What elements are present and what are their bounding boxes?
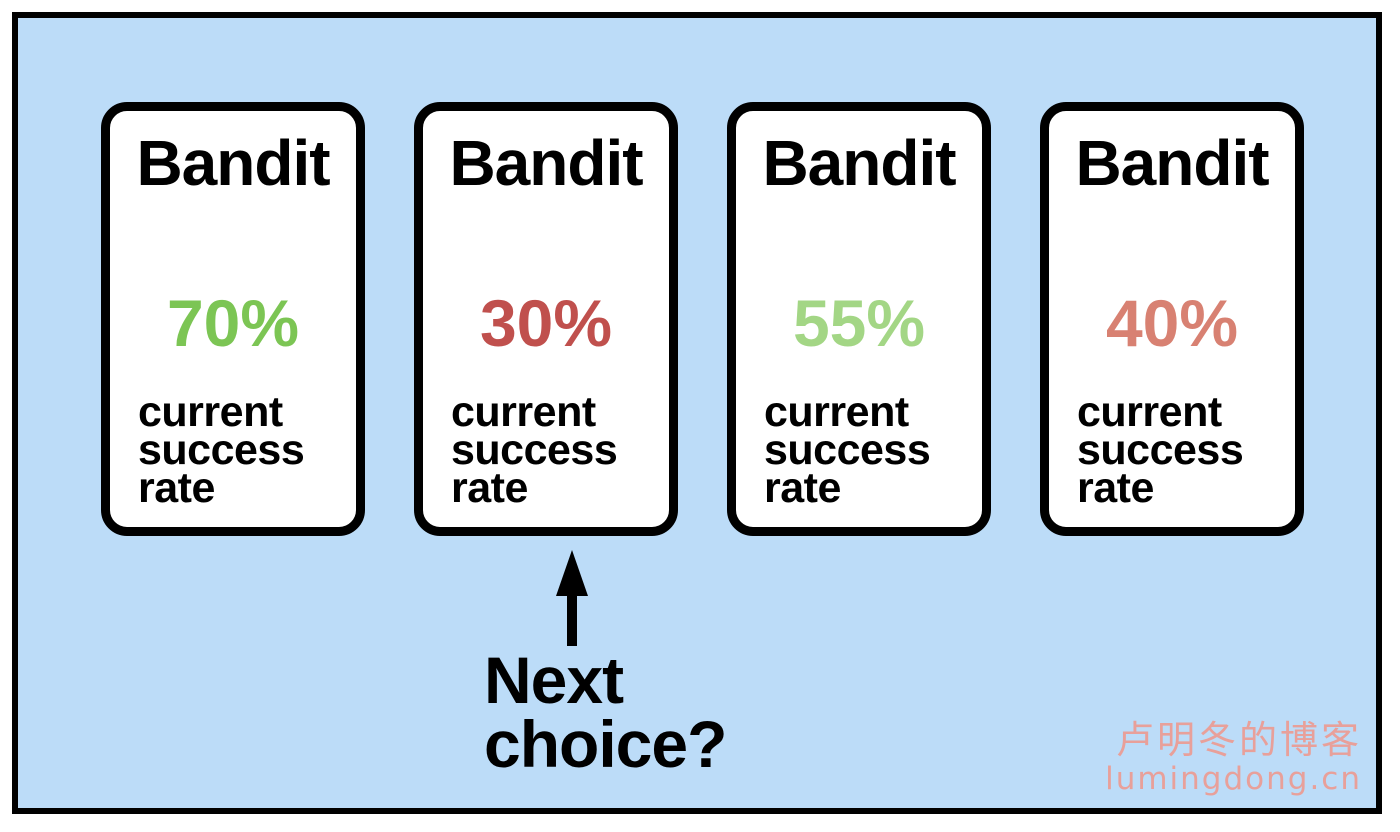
- blog-watermark: 卢明冬的博客 lumingdong.cn: [1105, 718, 1362, 796]
- caption-line: success: [451, 426, 618, 474]
- caption-line: current: [1077, 388, 1222, 436]
- caption-line: rate: [1077, 464, 1154, 512]
- next-choice-label: Next choice?: [484, 643, 727, 781]
- next-choice-line: Next: [484, 643, 624, 717]
- arrow-shaft: [567, 594, 577, 646]
- arrow-head: [556, 550, 588, 596]
- bandit-card-1: Bandit 70% current success rate: [101, 102, 365, 536]
- success-rate-caption: current success rate: [451, 388, 661, 512]
- success-rate-caption: current success rate: [764, 388, 974, 512]
- caption-line: rate: [451, 464, 528, 512]
- caption-line: current: [764, 388, 909, 436]
- bandit-title: Bandit: [136, 127, 330, 199]
- bandit-title: Bandit: [1075, 127, 1269, 199]
- bandit-title: Bandit: [762, 127, 956, 199]
- caption-line: current: [138, 388, 283, 436]
- success-rate-caption: current success rate: [138, 388, 348, 512]
- caption-line: success: [1077, 426, 1244, 474]
- diagram-frame: Bandit 70% current success rate Bandit 3…: [12, 12, 1382, 814]
- caption-line: current: [451, 388, 596, 436]
- success-rate-value: 40%: [1105, 286, 1239, 360]
- bandit-title: Bandit: [449, 127, 643, 199]
- watermark-url: lumingdong.cn: [1105, 761, 1362, 797]
- up-arrow-icon: [556, 550, 588, 646]
- bandit-card-2: Bandit 30% current success rate: [414, 102, 678, 536]
- caption-line: rate: [764, 464, 841, 512]
- watermark-blog-name: 卢明冬的博客: [1115, 718, 1362, 762]
- success-rate-value: 70%: [166, 286, 300, 360]
- caption-line: success: [138, 426, 305, 474]
- bandit-card-3: Bandit 55% current success rate: [727, 102, 991, 536]
- caption-line: success: [764, 426, 931, 474]
- next-choice-line: choice?: [484, 707, 727, 781]
- caption-line: rate: [138, 464, 215, 512]
- success-rate-value: 30%: [479, 286, 613, 360]
- bandit-card-4: Bandit 40% current success rate: [1040, 102, 1304, 536]
- success-rate-caption: current success rate: [1077, 388, 1287, 512]
- success-rate-value: 55%: [792, 286, 926, 360]
